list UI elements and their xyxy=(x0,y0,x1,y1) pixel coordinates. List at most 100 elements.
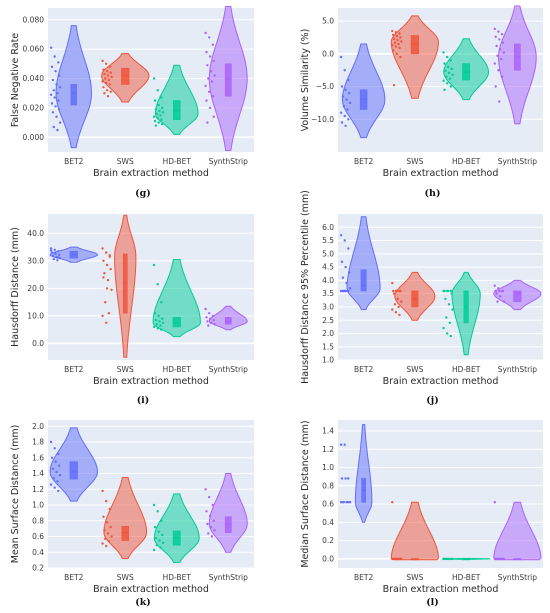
point-sws xyxy=(102,276,105,279)
point-hd-bet xyxy=(448,77,452,80)
x-tick-label: SynthStrip xyxy=(209,573,249,582)
point-sws xyxy=(105,521,109,524)
point-hd-bet xyxy=(442,51,445,54)
point-bet2 xyxy=(49,440,53,444)
y-tick-label: 0.060 xyxy=(23,45,45,54)
y-tick-label: 0.0 xyxy=(322,49,334,58)
point-bet2 xyxy=(343,114,346,118)
point-bet2 xyxy=(49,46,53,49)
point-hd-bet xyxy=(447,71,451,75)
point-bet2 xyxy=(340,260,344,263)
point-sws xyxy=(110,75,113,79)
point-hd-bet xyxy=(160,301,163,304)
point-sws xyxy=(391,281,394,285)
point-synthstrip xyxy=(213,529,216,532)
box-bet2 xyxy=(70,84,77,106)
point-hd-bet xyxy=(156,510,159,513)
box-synthstrip xyxy=(224,63,232,97)
point-bet2 xyxy=(56,480,59,483)
point-bet2 xyxy=(51,467,55,470)
point-synthstrip xyxy=(209,525,213,529)
point-bet2 xyxy=(342,105,345,108)
y-tick-label: 30.0 xyxy=(27,256,44,265)
point-sws xyxy=(399,289,402,293)
y-axis-title: Median Surface Distance (mm) xyxy=(300,420,311,567)
point-bet2 xyxy=(55,255,58,259)
point-hd-bet xyxy=(152,263,156,267)
point-synthstrip xyxy=(213,74,216,77)
box-sws xyxy=(410,35,419,55)
point-bet2 xyxy=(345,281,348,285)
point-bet2 xyxy=(52,477,55,480)
point-synthstrip xyxy=(211,43,214,46)
point-hd-bet xyxy=(153,525,157,529)
box-synthstrip xyxy=(513,290,522,302)
point-sws xyxy=(397,42,400,46)
point-hd-bet xyxy=(451,308,454,311)
point-sws xyxy=(394,311,398,314)
point-synthstrip xyxy=(207,77,210,80)
point-bet2 xyxy=(56,128,59,132)
plot-area xyxy=(48,214,254,360)
point-bet2 xyxy=(51,254,55,258)
point-synthstrip xyxy=(208,36,211,39)
point-bet2 xyxy=(54,460,57,463)
panel-caption: (g) xyxy=(135,188,151,199)
point-synthstrip xyxy=(205,50,208,54)
point-bet2 xyxy=(347,78,350,82)
point-sws xyxy=(391,557,394,561)
point-sws xyxy=(106,74,110,77)
point-sws xyxy=(395,52,398,55)
point-hd-bet xyxy=(450,67,453,71)
point-synthstrip xyxy=(206,522,209,526)
point-sws xyxy=(392,37,396,40)
point-bet2 xyxy=(340,121,344,124)
point-sws xyxy=(392,292,396,295)
point-bet2 xyxy=(57,61,60,64)
point-bet2 xyxy=(54,105,57,108)
point-sws xyxy=(396,38,399,42)
x-axis-title: Brain extraction method xyxy=(383,584,499,595)
point-bet2 xyxy=(49,247,53,250)
point-synthstrip xyxy=(207,532,210,535)
point-bet2 xyxy=(58,86,62,89)
point-hd-bet xyxy=(160,519,163,522)
point-synthstrip xyxy=(501,41,505,44)
point-hd-bet xyxy=(156,117,159,120)
point-hd-bet xyxy=(158,320,161,323)
point-hd-bet xyxy=(446,289,450,293)
point-sws xyxy=(108,507,112,511)
point-sws xyxy=(104,537,107,541)
violin-hd-bet xyxy=(152,259,201,338)
point-bet2 xyxy=(49,249,53,252)
point-synthstrip xyxy=(208,514,212,518)
y-tick-label: 10.0 xyxy=(27,312,44,321)
x-tick-label: SWS xyxy=(117,365,134,374)
point-sws xyxy=(398,46,401,50)
y-tick-label: 5.5 xyxy=(322,236,334,245)
point-hd-bet xyxy=(161,541,165,544)
y-tick-label: 1.8 xyxy=(32,438,44,447)
point-sws xyxy=(392,289,395,293)
x-tick-label: HD-BET xyxy=(452,573,481,582)
point-bet2 xyxy=(49,483,53,486)
point-hd-bet xyxy=(153,99,157,102)
point-hd-bet xyxy=(445,557,448,561)
point-synthstrip xyxy=(208,317,212,320)
point-bet2 xyxy=(58,464,61,467)
point-synthstrip xyxy=(204,31,207,35)
chart-panel-i: 0.0 10.0 20.0 30.0 40.0 BET2 SWS HD-BET SynthStr… xyxy=(10,214,254,406)
point-bet2 xyxy=(347,289,350,293)
point-sws xyxy=(103,72,106,76)
point-synthstrip xyxy=(212,59,215,63)
point-sws xyxy=(393,41,397,44)
point-synthstrip xyxy=(494,35,497,38)
point-bet2 xyxy=(343,239,346,242)
point-sws xyxy=(105,70,109,73)
point-bet2 xyxy=(57,250,60,253)
violin-bet2 xyxy=(346,216,381,311)
y-tick-label: 3.5 xyxy=(322,289,334,298)
point-hd-bet xyxy=(159,324,162,327)
point-hd-bet xyxy=(161,111,165,114)
point-synthstrip xyxy=(208,55,212,58)
